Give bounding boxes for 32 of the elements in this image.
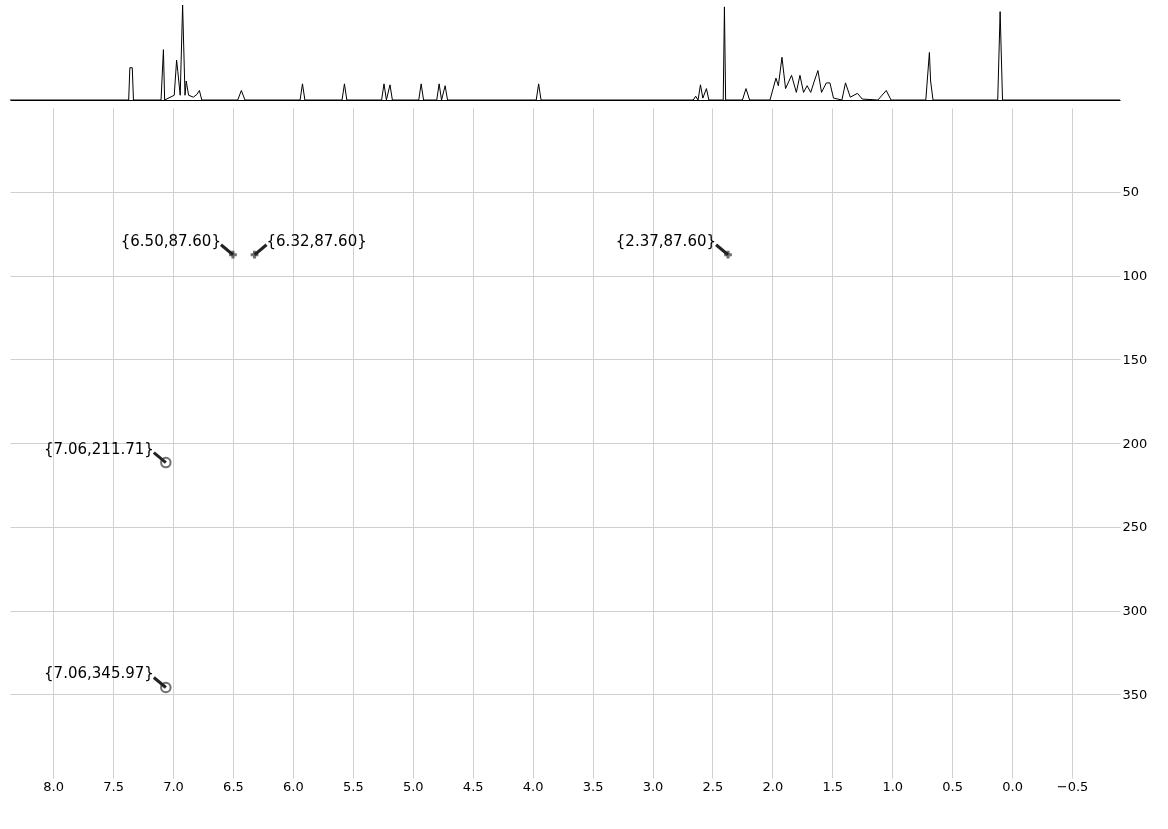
x-tick-label: 3.5 xyxy=(582,778,604,794)
y-tick-label: 350 xyxy=(1122,686,1148,702)
annotation: {6.32,87.60} xyxy=(266,231,367,250)
y-tick-label: 150 xyxy=(1122,351,1148,367)
annotation: {7.06,211.71} xyxy=(44,439,154,458)
y-tick-label: 250 xyxy=(1122,519,1148,535)
x-tick-label: 4.5 xyxy=(462,778,484,794)
x-tick-label: 5.5 xyxy=(342,778,364,794)
x-tick-label: 7.5 xyxy=(103,778,124,794)
x-tick-label: 3.0 xyxy=(642,778,664,794)
x-tick-label: 1.0 xyxy=(882,778,904,794)
x-tick-label: 7.0 xyxy=(163,778,184,794)
x-tick-label: −0.5 xyxy=(1056,778,1089,794)
x-tick-label: 2.0 xyxy=(762,778,784,794)
x-tick-label: 6.0 xyxy=(283,778,304,794)
x-tick-label: 5.0 xyxy=(402,778,424,794)
x-tick-label: 6.5 xyxy=(223,778,244,794)
y-tick-label: 300 xyxy=(1122,603,1148,618)
annotation: {2.37,87.60} xyxy=(615,231,717,250)
annotation: {7.06,345.97} xyxy=(44,664,154,683)
point xyxy=(160,681,172,694)
x-tick-label: 0.5 xyxy=(942,778,964,794)
x-tick-label: 2.5 xyxy=(702,778,724,794)
y-tick-label: 50 xyxy=(1122,184,1140,200)
x-tick-label: 0.0 xyxy=(1002,778,1023,794)
y-tick-label: 100 xyxy=(1122,268,1148,283)
x-tick-label: 8.0 xyxy=(43,778,64,794)
y-tick-label: 200 xyxy=(1122,435,1148,451)
x-tick-label: 1.5 xyxy=(822,778,844,794)
point xyxy=(160,456,172,469)
x-tick-label: 4.0 xyxy=(522,778,544,794)
annotation: {6.50,87.60} xyxy=(120,231,221,250)
